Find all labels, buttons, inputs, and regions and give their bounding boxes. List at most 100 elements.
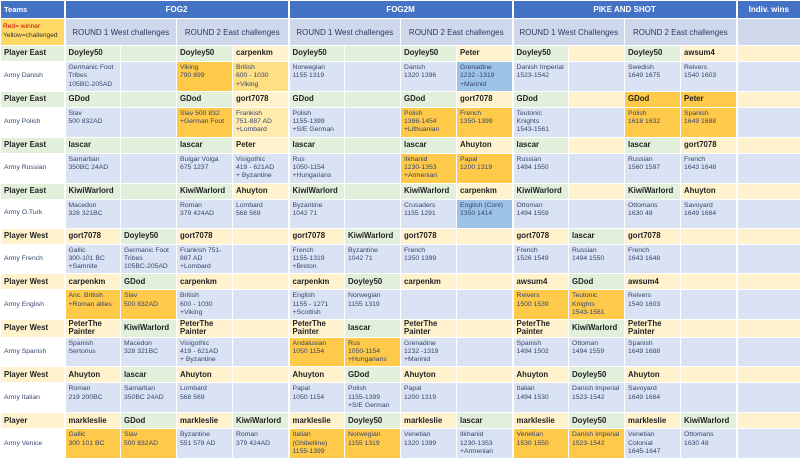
army-cell[interactable]: Papal 1200 1319: [401, 383, 457, 413]
row-label[interactable]: Player West: [1, 228, 65, 244]
army-cell[interactable]: French 1643 1648: [681, 153, 737, 183]
army-cell[interactable]: Ottomans 1630 48: [681, 429, 737, 459]
army-cell[interactable]: [457, 383, 513, 413]
army-cell[interactable]: Anc. British +Roman allies: [65, 290, 121, 320]
player-cell[interactable]: [345, 183, 401, 199]
player-cell[interactable]: gort7078: [513, 228, 569, 244]
indiv-wins-cell[interactable]: [737, 46, 800, 62]
army-cell[interactable]: [345, 107, 401, 137]
player-cell[interactable]: gort7078: [401, 228, 457, 244]
player-cell[interactable]: Ahuyton: [625, 367, 681, 383]
player-cell[interactable]: [681, 367, 737, 383]
player-cell[interactable]: GDod: [513, 91, 569, 107]
army-cell[interactable]: Byzantine 551 578 AD: [177, 429, 233, 459]
round-header-fog2m-r2[interactable]: ROUND 2 East challenges: [401, 19, 513, 46]
army-cell[interactable]: Venetian 1320 1399: [401, 429, 457, 459]
player-cell[interactable]: lascar: [121, 367, 177, 383]
army-cell[interactable]: [233, 383, 289, 413]
player-cell[interactable]: markleslie: [513, 413, 569, 429]
indiv-wins-header[interactable]: Indiv. wins: [737, 1, 800, 19]
army-cell[interactable]: Reivers 1540 1603: [681, 62, 737, 92]
player-cell[interactable]: [681, 274, 737, 290]
player-cell[interactable]: markleslie: [177, 413, 233, 429]
player-cell[interactable]: GDod: [121, 274, 177, 290]
army-cell[interactable]: Byzantine 1042 71: [345, 244, 401, 274]
player-cell[interactable]: [121, 183, 177, 199]
army-cell[interactable]: Polish 1155-1399 +S/E German: [345, 383, 401, 413]
row-label[interactable]: Army O.Turk: [1, 199, 65, 228]
army-cell[interactable]: Norwegian 1155 1319: [345, 429, 401, 459]
army-cell[interactable]: Slav 500 832 +German Foot: [177, 107, 233, 137]
army-cell[interactable]: Gallic 300-101 BC +Samnite: [65, 244, 121, 274]
player-cell[interactable]: [233, 228, 289, 244]
player-cell[interactable]: lascar: [625, 137, 681, 153]
army-cell[interactable]: Danish Imperial 1523-1542: [569, 383, 625, 413]
indiv-wins-cell[interactable]: [737, 429, 800, 459]
player-cell[interactable]: Ahuyton: [401, 367, 457, 383]
army-cell[interactable]: Norwegian 1155 1319: [289, 62, 345, 92]
army-cell[interactable]: French 1643 1648: [625, 244, 681, 274]
army-cell[interactable]: [345, 153, 401, 183]
army-cell[interactable]: Ottoman 1494 1559: [513, 199, 569, 228]
army-cell[interactable]: British 600 - 1030 +Viking: [177, 290, 233, 320]
indiv-wins-cell[interactable]: [737, 107, 800, 137]
player-cell[interactable]: lascar: [345, 320, 401, 337]
row-label[interactable]: Player East: [1, 91, 65, 107]
army-cell[interactable]: [121, 153, 177, 183]
player-cell[interactable]: Doyley50: [289, 46, 345, 62]
legend-cell[interactable]: Red= winner Yellow=challenged: [1, 19, 65, 46]
army-cell[interactable]: Teutonic Knights 1543-1561: [569, 290, 625, 320]
army-cell[interactable]: [345, 199, 401, 228]
army-cell[interactable]: Slav 500 832AD: [65, 107, 121, 137]
player-cell[interactable]: Ahuyton: [233, 183, 289, 199]
player-cell[interactable]: Ahuyton: [289, 367, 345, 383]
player-cell[interactable]: GDod: [569, 274, 625, 290]
player-cell[interactable]: carpenkm: [401, 274, 457, 290]
player-cell[interactable]: [121, 137, 177, 153]
army-cell[interactable]: Ilkhanid 1230-1353 +Armenian: [401, 153, 457, 183]
army-cell[interactable]: Spanish 1649 1688: [625, 337, 681, 367]
player-cell[interactable]: KiwiWarlord: [625, 183, 681, 199]
army-cell[interactable]: English 1155 - 1271 +Scottish: [289, 290, 345, 320]
army-cell[interactable]: [569, 107, 625, 137]
army-cell[interactable]: Lombard 568 569: [233, 199, 289, 228]
player-cell[interactable]: [233, 367, 289, 383]
player-cell[interactable]: Ahuyton: [177, 367, 233, 383]
round-header-pas-r2[interactable]: ROUND 2 East challenges: [625, 19, 737, 46]
row-label[interactable]: Army Spanish: [1, 337, 65, 367]
army-cell[interactable]: Roman 379 424AD: [177, 199, 233, 228]
player-cell[interactable]: Doyley50: [65, 46, 121, 62]
player-cell[interactable]: [457, 274, 513, 290]
player-cell[interactable]: gort7078: [65, 228, 121, 244]
army-cell[interactable]: Grenadine 1232 -1319 +Marinid: [457, 62, 513, 92]
army-cell[interactable]: [121, 62, 177, 92]
army-cell[interactable]: [345, 62, 401, 92]
row-label[interactable]: Player East: [1, 137, 65, 153]
player-cell[interactable]: carpenkm: [177, 274, 233, 290]
army-cell[interactable]: [681, 337, 737, 367]
row-label[interactable]: Player East: [1, 183, 65, 199]
player-cell[interactable]: Doyley50: [513, 46, 569, 62]
player-cell[interactable]: KiwiWarlord: [65, 183, 121, 199]
army-cell[interactable]: Grenadine 1232 -1319 +Marinid: [401, 337, 457, 367]
player-cell[interactable]: Doyley50: [121, 228, 177, 244]
army-cell[interactable]: [681, 383, 737, 413]
player-cell[interactable]: [569, 91, 625, 107]
army-cell[interactable]: Frankish 751- 887 AD +Lombard: [177, 244, 233, 274]
army-cell[interactable]: Polish 1155-1399 +S/E German: [289, 107, 345, 137]
army-cell[interactable]: Spanish Sertorius: [65, 337, 121, 367]
row-label[interactable]: Army Russian: [1, 153, 65, 183]
row-label[interactable]: Player West: [1, 274, 65, 290]
player-cell[interactable]: awsum4: [681, 46, 737, 62]
player-cell[interactable]: Doyley50: [569, 413, 625, 429]
indiv-wins-cell[interactable]: [737, 228, 800, 244]
row-label[interactable]: Player East: [1, 46, 65, 62]
player-cell[interactable]: PeterThe Painter: [401, 320, 457, 337]
player-cell[interactable]: carpenkm: [457, 183, 513, 199]
row-label[interactable]: Army Italian: [1, 383, 65, 413]
indiv-wins-cell[interactable]: [737, 199, 800, 228]
player-cell[interactable]: [457, 320, 513, 337]
player-cell[interactable]: [121, 46, 177, 62]
player-cell[interactable]: [457, 367, 513, 383]
player-cell[interactable]: [569, 183, 625, 199]
